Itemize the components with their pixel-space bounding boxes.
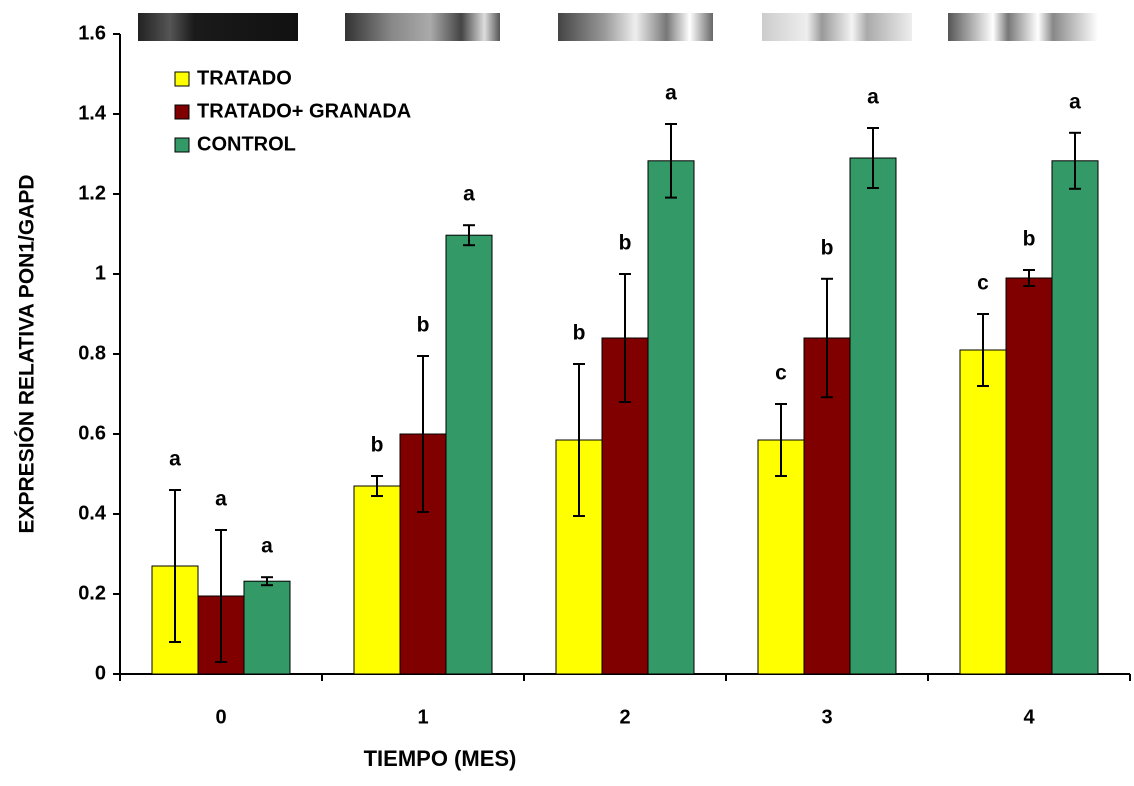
y-tick-label: 0 (95, 662, 106, 684)
bar (850, 158, 896, 674)
annotation: b (619, 232, 632, 255)
bar (960, 350, 1006, 674)
legend-label: TRATADO (197, 67, 292, 89)
annotation: a (215, 488, 227, 511)
annotation: b (1023, 228, 1036, 251)
bar (648, 161, 694, 674)
x-axis-label: TIEMPO (MES) (364, 746, 517, 771)
y-tick-label: 1 (95, 262, 106, 284)
annotation: b (821, 236, 834, 259)
bar (446, 235, 492, 674)
annotation: a (867, 86, 879, 109)
legend-label: CONTROL (197, 133, 296, 155)
y-tick-label: 0.4 (78, 502, 107, 524)
y-tick-label: 1.6 (78, 22, 106, 44)
legend-swatch (175, 138, 189, 152)
legend-swatch (175, 72, 189, 86)
y-tick-label: 1.2 (78, 182, 106, 204)
legend-swatch (175, 105, 189, 119)
bar (1052, 161, 1098, 674)
bar (244, 581, 290, 674)
annotation: a (463, 183, 475, 206)
gel-image (558, 13, 713, 41)
annotation: b (417, 314, 430, 337)
annotation: a (261, 535, 273, 558)
annotation: a (1069, 90, 1081, 113)
annotation: b (573, 322, 586, 345)
x-tick-label: 4 (1023, 706, 1035, 728)
legend-label: TRATADO+ GRANADA (197, 100, 411, 122)
y-tick-label: 1.4 (78, 102, 107, 124)
y-tick-label: 0.2 (78, 582, 106, 604)
chart: TIEMPO (MES) EXPRESIÓN RELATIVA PON1/GAP… (0, 0, 1134, 781)
bar (354, 486, 400, 674)
y-axis-label: EXPRESIÓN RELATIVA PON1/GAPD (15, 175, 39, 534)
gel-image (138, 13, 298, 41)
gel-images (138, 13, 1098, 41)
y-tick-label: 0.8 (78, 342, 106, 364)
annotation: c (775, 362, 787, 385)
y-tick-label: 0.6 (78, 422, 106, 444)
annotation: a (665, 82, 677, 105)
annotation: b (371, 434, 384, 457)
gel-image (345, 13, 500, 41)
x-tick-label: 1 (417, 706, 428, 728)
x-tick-label: 3 (821, 706, 832, 728)
bar (1006, 278, 1052, 674)
annotation: a (169, 448, 181, 471)
gel-image (762, 13, 912, 41)
annotation: c (977, 272, 989, 295)
x-tick-label: 2 (619, 706, 630, 728)
x-tick-label: 0 (215, 706, 226, 728)
gel-image (948, 13, 1098, 41)
